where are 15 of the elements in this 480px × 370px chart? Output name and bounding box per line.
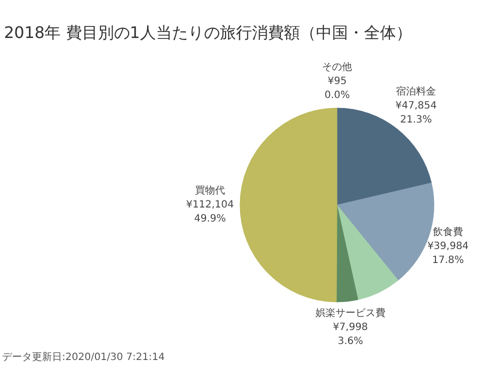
slice-label: 宿泊料金 <box>396 86 436 98</box>
chart-title: 2018年 費目別の1人当たりの旅行消費額（中国・全体） <box>4 23 412 42</box>
data-label: ¥39,984 17.8% <box>427 241 469 266</box>
pie-slice <box>240 108 338 302</box>
data-label: ¥112,104 49.9% <box>186 200 234 225</box>
text: データ更新日:2020/01/30 7:21:14 <box>2 351 165 363</box>
slice-label: 飲食費 <box>433 226 463 238</box>
data-label: ¥47,854 21.3% <box>395 100 437 126</box>
pie-slice <box>336 204 398 300</box>
slice-label: その他 <box>322 61 352 73</box>
slice-label: 買物代 <box>195 186 225 197</box>
pie-slice <box>336 204 358 302</box>
data-label: ¥95 0.0% <box>324 76 350 101</box>
slice-label: 娯楽サービス費 <box>315 307 386 319</box>
data-label: ¥7,998 3.6% <box>332 322 368 347</box>
